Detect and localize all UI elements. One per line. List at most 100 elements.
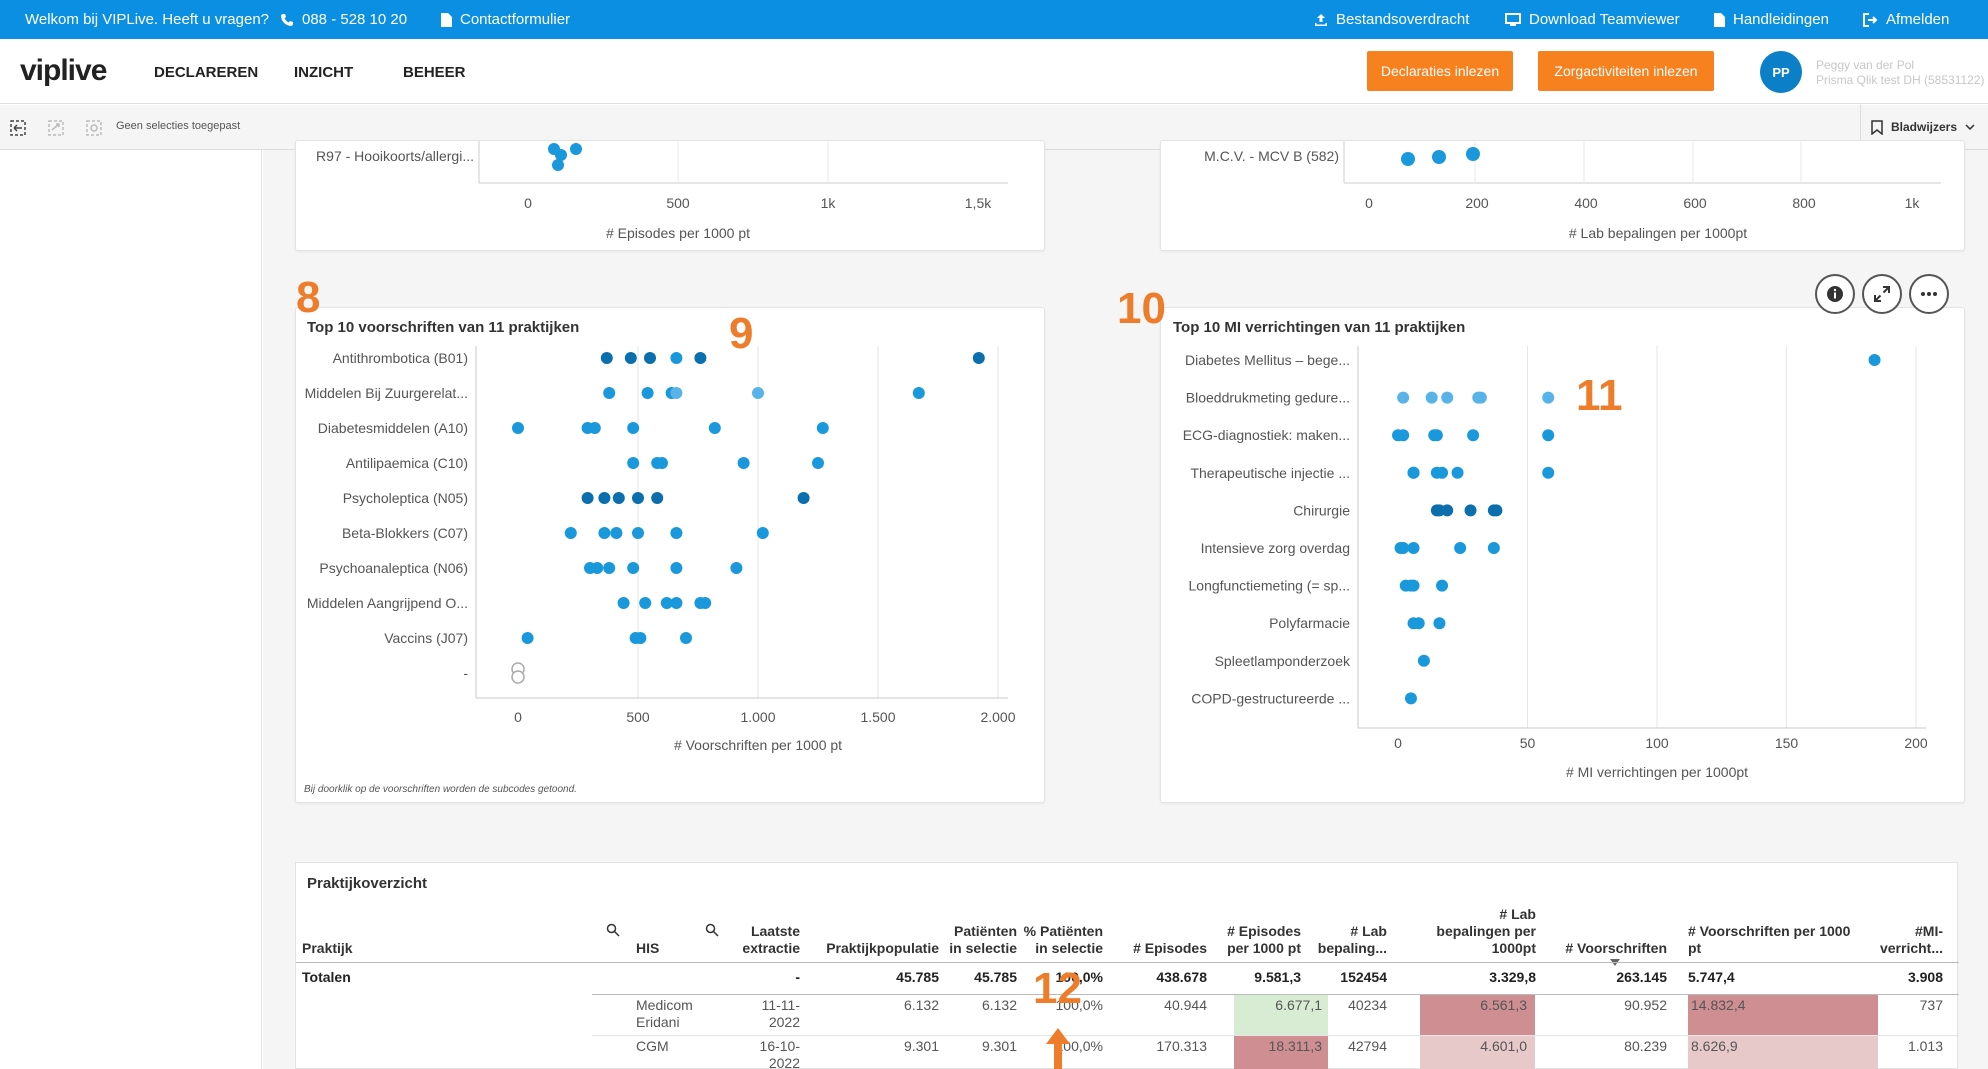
data-point[interactable] — [1407, 579, 1420, 592]
data-point[interactable] — [651, 492, 664, 504]
data-point[interactable] — [1407, 542, 1420, 554]
data-point[interactable] — [1451, 466, 1464, 479]
data-point[interactable] — [1487, 542, 1500, 554]
data-point[interactable] — [627, 422, 640, 434]
data-point[interactable] — [521, 632, 534, 644]
data-point[interactable] — [1404, 692, 1417, 705]
data-point[interactable] — [555, 149, 567, 161]
viplive-logo[interactable]: viplive — [20, 54, 107, 87]
bookmarks-button[interactable]: Bladwijzers — [1860, 105, 1988, 149]
header-praktijk[interactable]: Praktijk — [302, 940, 353, 956]
data-point[interactable] — [570, 143, 582, 155]
prescriptions-scatter-chart[interactable]: 0 500 1.000 1.500 2.000 Antithrombotica (B01)… — [296, 308, 1046, 804]
file-transfer-link[interactable]: Bestandsoverdracht — [1314, 11, 1469, 28]
fullscreen-button[interactable] — [1862, 274, 1902, 314]
data-point[interactable] — [564, 527, 577, 539]
data-point[interactable] — [598, 527, 611, 539]
header-praktijkpopulatie[interactable]: Praktijkpopulatie — [826, 940, 939, 956]
logout-link[interactable]: Afmelden — [1863, 11, 1949, 28]
data-point[interactable] — [598, 492, 611, 504]
header-pct-patienten[interactable]: % Patiënten in selectie — [1024, 923, 1103, 957]
data-point[interactable] — [632, 492, 644, 504]
data-point[interactable] — [617, 597, 630, 609]
info-button[interactable] — [1815, 274, 1855, 314]
data-point[interactable] — [1474, 391, 1487, 404]
step-forward-icon[interactable] — [48, 120, 64, 136]
data-point[interactable] — [634, 632, 647, 644]
data-point[interactable] — [756, 527, 769, 539]
header-patienten-in-selectie[interactable]: Patiënten in selectie — [949, 923, 1017, 957]
data-point[interactable] — [588, 422, 601, 434]
data-point[interactable] — [752, 387, 764, 399]
data-point[interactable] — [639, 597, 652, 609]
header-mi-verrichtingen[interactable]: #MI-verricht... — [1880, 923, 1943, 957]
data-point[interactable] — [1542, 391, 1555, 404]
data-point[interactable] — [1467, 429, 1480, 442]
data-point[interactable] — [670, 562, 683, 574]
data-point[interactable] — [1441, 391, 1454, 404]
header-laatste-extractie[interactable]: Laatste extractie — [742, 923, 800, 957]
data-point[interactable] — [972, 352, 985, 364]
data-point[interactable] — [730, 562, 743, 574]
data-point[interactable] — [552, 159, 564, 171]
data-point[interactable] — [812, 457, 824, 469]
smart-search-icon[interactable] — [10, 120, 26, 136]
data-point[interactable] — [1397, 391, 1410, 404]
avatar[interactable]: PP — [1760, 51, 1802, 93]
data-point[interactable] — [670, 352, 683, 364]
data-point[interactable] — [1425, 391, 1438, 404]
data-point[interactable] — [1433, 617, 1446, 630]
data-point[interactable] — [708, 422, 721, 434]
data-point[interactable] — [1542, 429, 1555, 442]
data-point[interactable] — [694, 352, 707, 364]
data-point[interactable] — [1454, 542, 1467, 554]
header-episodes-per-1000[interactable]: # Episodes per 1000 pt — [1227, 923, 1301, 957]
data-point[interactable] — [612, 492, 625, 504]
data-point[interactable] — [644, 352, 656, 364]
data-point[interactable] — [1430, 429, 1443, 442]
menu-declareren[interactable]: DECLAREREN — [154, 64, 259, 81]
data-point[interactable] — [1868, 354, 1881, 366]
manuals-link[interactable]: Handleidingen — [1714, 11, 1829, 28]
data-point[interactable] — [1466, 147, 1480, 161]
data-point[interactable] — [670, 597, 683, 609]
lab-chart[interactable]: M.C.V. - MCV B (582) 0 200 400 600 800 1… — [1161, 141, 1966, 252]
search-icon[interactable] — [705, 923, 719, 937]
data-point[interactable] — [632, 527, 644, 539]
more-options-button[interactable] — [1909, 274, 1949, 314]
data-point[interactable] — [1401, 152, 1415, 166]
episodes-chart[interactable]: R97 - Hooikoorts/allergi... 0 500 1k 1,5… — [296, 141, 1046, 252]
data-point[interactable] — [591, 562, 604, 574]
data-point[interactable] — [1464, 504, 1477, 517]
mi-procedures-scatter-chart[interactable]: 0 50 100 150 200 Diabetes Mellitus – bege... B… — [1161, 308, 1966, 804]
clear-selections-icon[interactable] — [86, 120, 102, 136]
data-point[interactable] — [600, 352, 613, 364]
data-point[interactable] — [1407, 466, 1420, 479]
data-point[interactable] — [912, 387, 925, 399]
data-point[interactable] — [603, 387, 616, 399]
data-point[interactable] — [603, 562, 616, 574]
phone-link[interactable]: 088 - 528 10 20 — [280, 11, 407, 28]
data-point[interactable] — [660, 597, 673, 609]
data-point[interactable] — [581, 492, 594, 504]
header-lab-per-1000[interactable]: # Lab bepalingen per 1000pt — [1436, 906, 1536, 957]
data-point[interactable] — [1397, 429, 1410, 442]
teamviewer-link[interactable]: Download Teamviewer — [1505, 11, 1680, 28]
header-episodes[interactable]: # Episodes — [1133, 940, 1207, 956]
data-point[interactable] — [511, 670, 525, 684]
data-point[interactable] — [1436, 466, 1449, 479]
header-his[interactable]: HIS — [636, 940, 660, 956]
data-point[interactable] — [1441, 504, 1454, 517]
header-voorschriften-per-1000[interactable]: # Voorschriften per 1000 pt — [1688, 923, 1850, 957]
data-point[interactable] — [816, 422, 829, 434]
data-point[interactable] — [680, 632, 692, 644]
data-point[interactable] — [627, 562, 640, 574]
data-point[interactable] — [737, 457, 750, 469]
data-point[interactable] — [1490, 504, 1503, 517]
data-point[interactable] — [1412, 617, 1425, 630]
data-point[interactable] — [670, 387, 683, 399]
care-activities-import-button[interactable]: Zorgactiviteiten inlezen — [1538, 51, 1714, 91]
data-point[interactable] — [1417, 654, 1430, 667]
data-point[interactable] — [656, 457, 668, 469]
data-point[interactable] — [641, 387, 654, 399]
